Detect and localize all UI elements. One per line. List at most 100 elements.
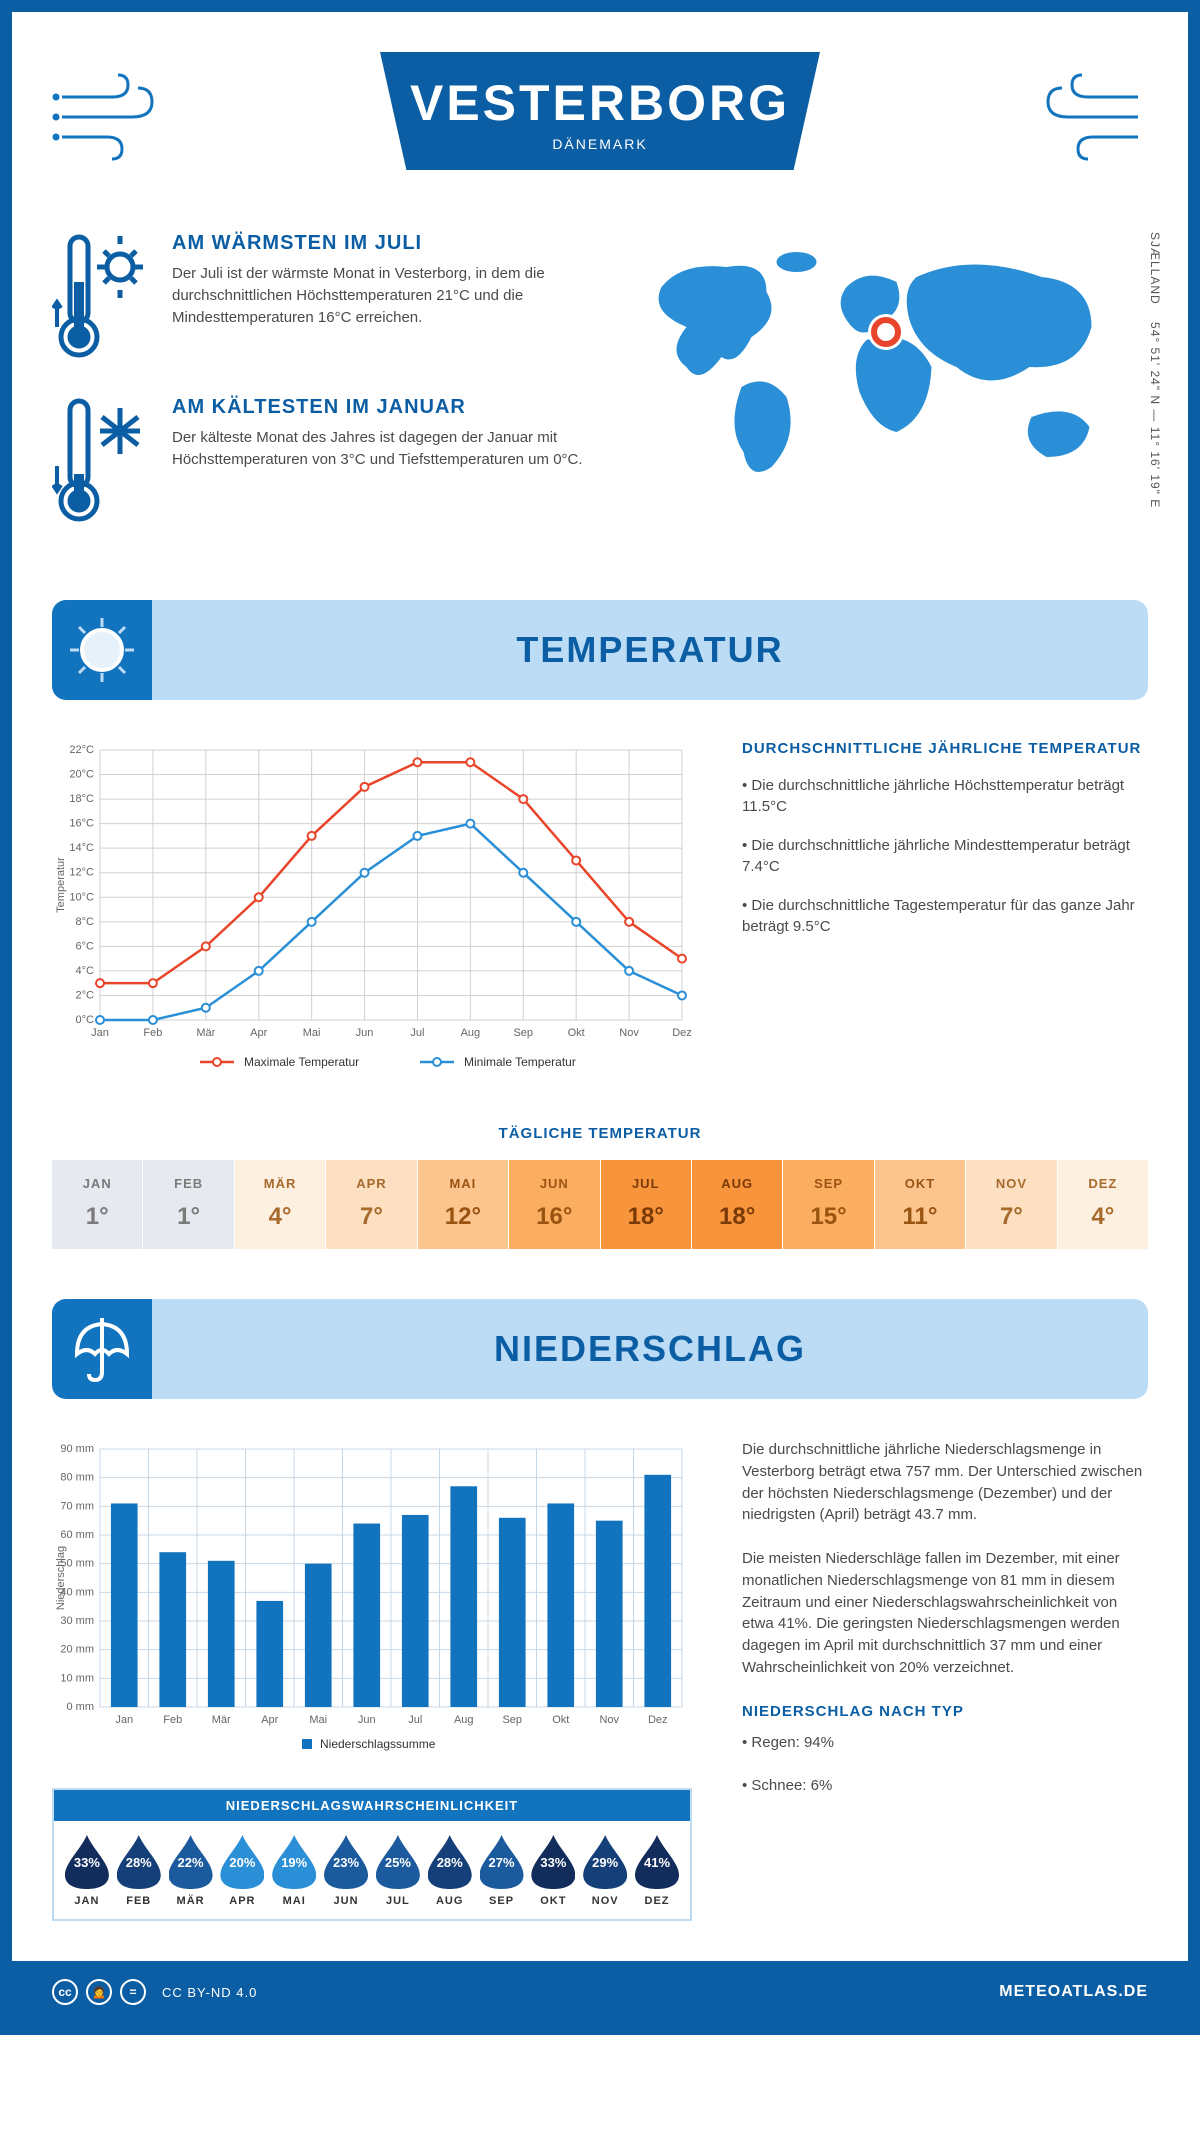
svg-text:0 mm: 0 mm bbox=[67, 1701, 95, 1713]
daily-cell: JUL18° bbox=[601, 1160, 692, 1249]
svg-text:Mär: Mär bbox=[196, 1027, 215, 1039]
temp-fact-1: • Die durchschnittliche jährliche Höchst… bbox=[742, 775, 1148, 817]
daily-cell: JAN1° bbox=[52, 1160, 143, 1249]
svg-text:Feb: Feb bbox=[163, 1714, 182, 1726]
svg-text:Sep: Sep bbox=[513, 1027, 533, 1039]
section-title-temperature: TEMPERATUR bbox=[152, 629, 1148, 671]
world-map-icon bbox=[615, 232, 1148, 492]
nd-icon: = bbox=[120, 1979, 146, 2005]
brand-label: METEOATLAS.DE bbox=[999, 1983, 1148, 2001]
wind-icon bbox=[52, 72, 162, 162]
svg-text:Okt: Okt bbox=[568, 1027, 585, 1039]
svg-text:70 mm: 70 mm bbox=[60, 1500, 94, 1512]
prob-cell: 28%AUG bbox=[425, 1835, 475, 1907]
temp-facts-title: DURCHSCHNITTLICHE JÄHRLICHE TEMPERATUR bbox=[742, 740, 1148, 757]
daily-cell: MAI12° bbox=[418, 1160, 509, 1249]
svg-text:Mai: Mai bbox=[309, 1714, 327, 1726]
prob-cell: 25%JUL bbox=[373, 1835, 423, 1907]
precip-type-2: • Schnee: 6% bbox=[742, 1775, 1148, 1797]
warmest-block: AM WÄRMSTEN IM JULI Der Juli ist der wär… bbox=[52, 232, 585, 362]
map-block: SJÆLLAND 54° 51' 24" N — 11° 16' 19" E bbox=[615, 232, 1148, 560]
section-bar-precip: NIEDERSCHLAG bbox=[52, 1299, 1148, 1399]
svg-text:Niederschlagssumme: Niederschlagssumme bbox=[320, 1737, 436, 1751]
svg-text:12°C: 12°C bbox=[69, 867, 94, 879]
prob-cell: 23%JUN bbox=[321, 1835, 371, 1907]
location-pin-icon bbox=[871, 317, 901, 347]
svg-text:10 mm: 10 mm bbox=[60, 1672, 94, 1684]
svg-text:Apr: Apr bbox=[250, 1027, 267, 1039]
svg-text:Nov: Nov bbox=[619, 1027, 639, 1039]
wind-icon bbox=[1038, 72, 1148, 162]
warmest-title: AM WÄRMSTEN IM JULI bbox=[172, 232, 585, 255]
coldest-title: AM KÄLTESTEN IM JANUAR bbox=[172, 396, 585, 419]
cc-icon: cc bbox=[52, 1979, 78, 2005]
coords-label: SJÆLLAND 54° 51' 24" N — 11° 16' 19" E bbox=[1148, 232, 1162, 508]
precip-facts: Die durchschnittliche jährliche Niedersc… bbox=[742, 1439, 1148, 1921]
daily-cell: FEB1° bbox=[143, 1160, 234, 1249]
overview: AM WÄRMSTEN IM JULI Der Juli ist der wär… bbox=[52, 232, 1148, 560]
daily-cell: APR7° bbox=[326, 1160, 417, 1249]
cc-icons: cc 🙍 = bbox=[52, 1979, 146, 2005]
precip-type-title: NIEDERSCHLAG NACH TYP bbox=[742, 1703, 1148, 1720]
svg-text:30 mm: 30 mm bbox=[60, 1615, 94, 1627]
svg-text:Mär: Mär bbox=[212, 1714, 231, 1726]
svg-text:Jun: Jun bbox=[356, 1027, 374, 1039]
precip-type-1: • Regen: 94% bbox=[742, 1732, 1148, 1754]
daily-cell: MÄR4° bbox=[235, 1160, 326, 1249]
daily-cell: AUG18° bbox=[692, 1160, 783, 1249]
svg-text:Feb: Feb bbox=[143, 1027, 162, 1039]
daily-cell: SEP15° bbox=[783, 1160, 874, 1249]
coldest-body: Der kälteste Monat des Jahres ist dagege… bbox=[172, 427, 585, 471]
svg-text:0°C: 0°C bbox=[76, 1014, 95, 1026]
svg-text:20°C: 20°C bbox=[69, 769, 94, 781]
svg-text:Dez: Dez bbox=[672, 1027, 692, 1039]
prob-cell: 33%OKT bbox=[528, 1835, 578, 1907]
prob-cell: 19%MAI bbox=[269, 1835, 319, 1907]
svg-text:22°C: 22°C bbox=[69, 744, 94, 756]
svg-text:Okt: Okt bbox=[552, 1714, 569, 1726]
precip-probability-box: NIEDERSCHLAGSWAHRSCHEINLICHKEIT 33%JAN28… bbox=[52, 1788, 692, 1921]
svg-text:60 mm: 60 mm bbox=[60, 1529, 94, 1541]
title-banner: VESTERBORG DÄNEMARK bbox=[380, 52, 820, 170]
footer: cc 🙍 = CC BY-ND 4.0 METEOATLAS.DE bbox=[12, 1961, 1188, 2023]
svg-text:90 mm: 90 mm bbox=[60, 1443, 94, 1455]
svg-text:Niederschlag: Niederschlag bbox=[55, 1546, 67, 1610]
section-bar-temperature: TEMPERATUR bbox=[52, 600, 1148, 700]
daily-temp-title: TÄGLICHE TEMPERATUR bbox=[52, 1125, 1148, 1142]
precip-p2: Die meisten Niederschläge fallen im Deze… bbox=[742, 1548, 1148, 1679]
svg-text:20 mm: 20 mm bbox=[60, 1644, 94, 1656]
svg-text:Jan: Jan bbox=[91, 1027, 109, 1039]
svg-text:6°C: 6°C bbox=[76, 940, 95, 952]
svg-text:14°C: 14°C bbox=[69, 842, 94, 854]
country-name: DÄNEMARK bbox=[380, 136, 820, 152]
prob-cell: 41%DEZ bbox=[632, 1835, 682, 1907]
daily-cell: NOV7° bbox=[966, 1160, 1057, 1249]
temp-fact-3: • Die durchschnittliche Tagestemperatur … bbox=[742, 895, 1148, 937]
warmest-body: Der Juli ist der wärmste Monat in Vester… bbox=[172, 263, 585, 328]
precip-bar-chart: 0 mm10 mm20 mm30 mm40 mm50 mm60 mm70 mm8… bbox=[52, 1439, 692, 1759]
prob-cell: 29%NOV bbox=[580, 1835, 630, 1907]
thermometer-hot-icon bbox=[52, 232, 152, 362]
prob-cell: 28%FEB bbox=[114, 1835, 164, 1907]
svg-text:Minimale Temperatur: Minimale Temperatur bbox=[464, 1055, 576, 1069]
svg-text:Jun: Jun bbox=[358, 1714, 376, 1726]
header: VESTERBORG DÄNEMARK bbox=[52, 52, 1148, 202]
svg-text:Nov: Nov bbox=[599, 1714, 619, 1726]
by-icon: 🙍 bbox=[86, 1979, 112, 2005]
prob-cell: 27%SEP bbox=[477, 1835, 527, 1907]
prob-cell: 20%APR bbox=[217, 1835, 267, 1907]
svg-text:Mai: Mai bbox=[303, 1027, 321, 1039]
svg-text:Aug: Aug bbox=[461, 1027, 481, 1039]
precip-p1: Die durchschnittliche jährliche Niedersc… bbox=[742, 1439, 1148, 1526]
daily-temp-grid: JAN1°FEB1°MÄR4°APR7°MAI12°JUN16°JUL18°AU… bbox=[52, 1160, 1148, 1249]
svg-text:Sep: Sep bbox=[502, 1714, 522, 1726]
umbrella-icon bbox=[67, 1314, 137, 1384]
svg-text:Maximale Temperatur: Maximale Temperatur bbox=[244, 1055, 359, 1069]
svg-text:Temperatur: Temperatur bbox=[55, 857, 67, 913]
svg-text:80 mm: 80 mm bbox=[60, 1472, 94, 1484]
svg-text:16°C: 16°C bbox=[69, 818, 94, 830]
sun-icon bbox=[67, 615, 137, 685]
temperature-line-chart: 0°C2°C4°C6°C8°C10°C12°C14°C16°C18°C20°C2… bbox=[52, 740, 692, 1085]
temperature-facts: DURCHSCHNITTLICHE JÄHRLICHE TEMPERATUR •… bbox=[742, 740, 1148, 1085]
city-name: VESTERBORG bbox=[380, 74, 820, 132]
